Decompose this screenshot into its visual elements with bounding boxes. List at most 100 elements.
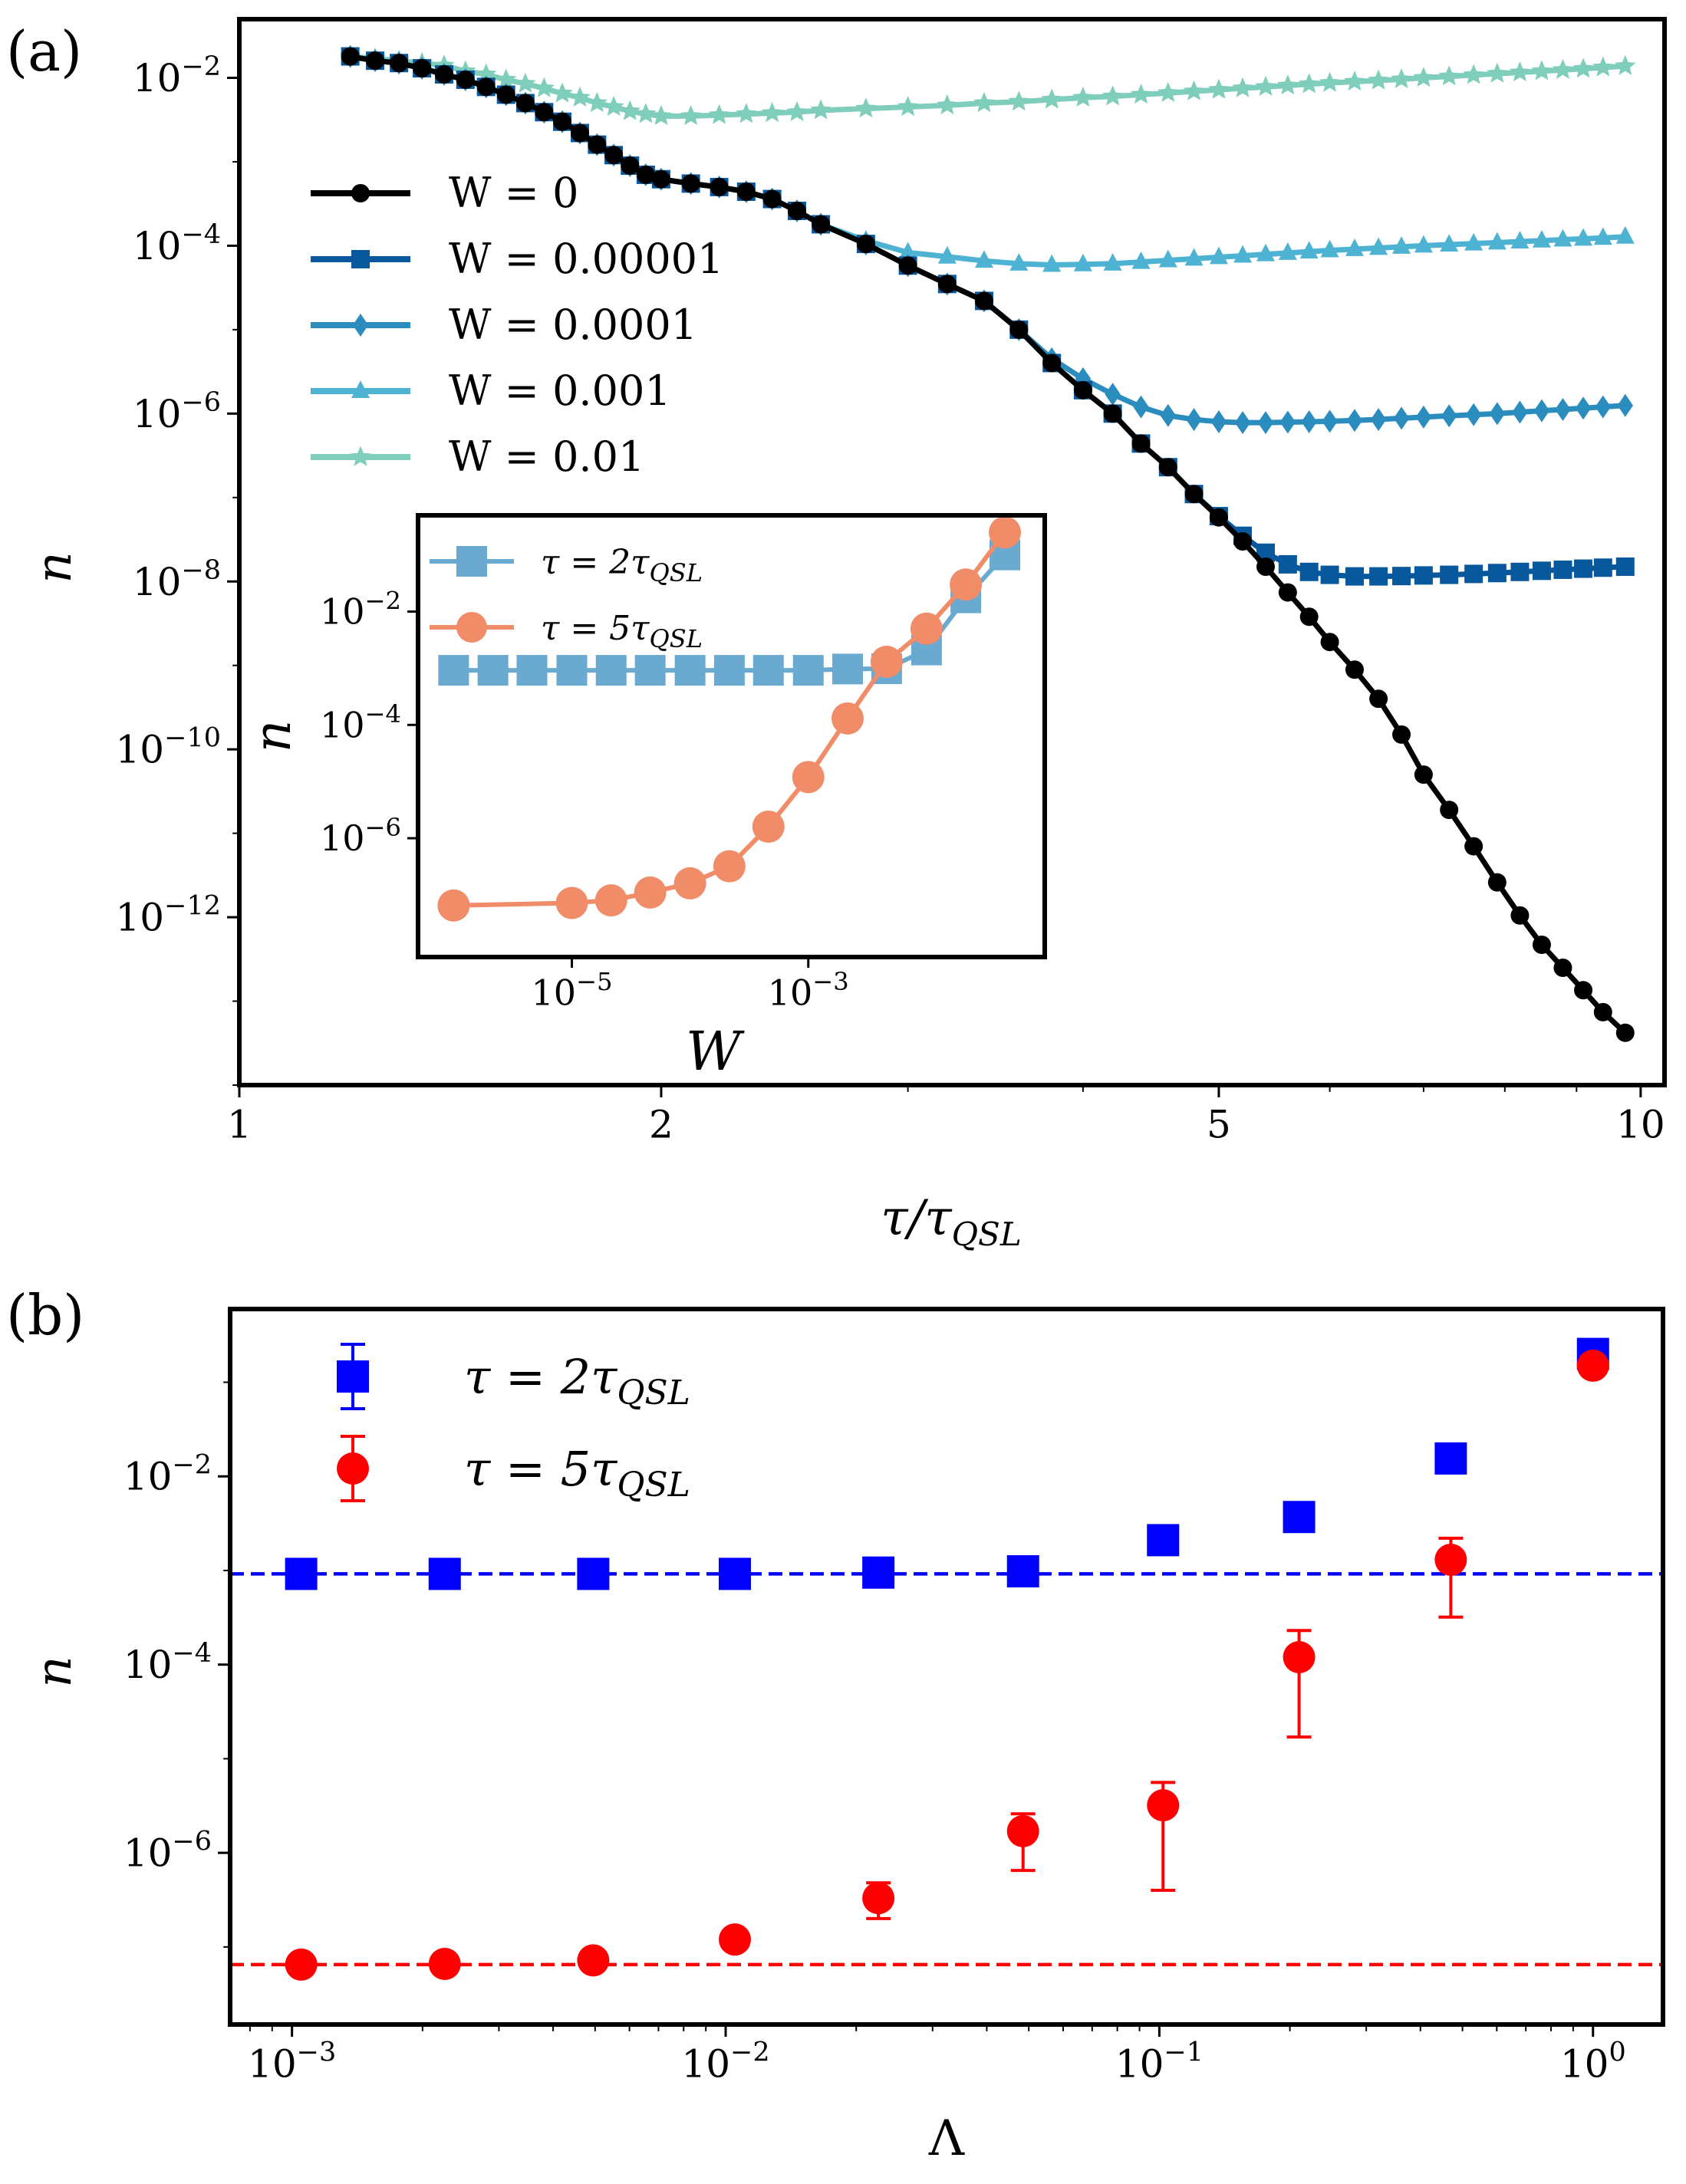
data-point <box>1345 660 1364 679</box>
data-point <box>569 87 591 107</box>
panel-b-series-group <box>230 1337 1663 1981</box>
data-point <box>341 47 360 66</box>
data-point <box>619 100 640 120</box>
data-point <box>1009 320 1029 339</box>
data-point <box>1392 236 1411 254</box>
data-point <box>1345 238 1364 256</box>
legend-label: W = 0.0001 <box>449 301 697 349</box>
data-point <box>1133 395 1149 419</box>
data-point <box>1532 561 1551 581</box>
data-point <box>1103 253 1122 271</box>
data-point <box>1574 228 1593 246</box>
data-point <box>496 85 515 104</box>
inset-data-point <box>556 655 588 686</box>
y-tick-label: 10−4 <box>133 219 221 268</box>
data-point <box>636 165 655 184</box>
data-point <box>1434 1442 1467 1475</box>
data-point <box>553 112 572 131</box>
data-point <box>1440 801 1459 820</box>
data-point <box>1593 1002 1612 1021</box>
data-point <box>937 275 957 294</box>
y-tick-label: 10−2 <box>133 51 221 100</box>
data-point <box>1392 567 1411 586</box>
data-point <box>621 156 640 175</box>
inset-legend-label: τ = 2τQSL <box>541 543 703 587</box>
x-tick-label: 10−3 <box>768 967 849 1013</box>
inset-data-point <box>989 516 1022 549</box>
panel-a-frame <box>237 17 1667 1087</box>
inset-series <box>437 516 1022 922</box>
y-tick-label: 10−10 <box>116 723 222 772</box>
legend-item: W = 0.00001 <box>311 235 723 283</box>
data-point <box>552 82 573 103</box>
data-point <box>1009 253 1029 271</box>
data-point <box>571 123 590 143</box>
data-point <box>1553 958 1572 977</box>
data-point <box>1256 557 1275 576</box>
legend-marker <box>337 1452 369 1485</box>
panel-b-legend: τ = 2τQSL τ = 5τQSL <box>337 1343 690 1505</box>
data-point <box>1320 239 1339 258</box>
data-point <box>650 105 672 126</box>
data-point <box>1413 67 1434 87</box>
panel-a-inset-background <box>418 515 1045 957</box>
inset-data-point <box>438 655 469 686</box>
data-point <box>586 92 608 113</box>
data-point <box>1553 229 1572 247</box>
y-tick-label: 10−2 <box>123 1450 212 1499</box>
data-point <box>476 77 496 97</box>
legend-item: W = 0.0001 <box>311 301 697 349</box>
x-tick-label: 10 <box>1616 1103 1665 1147</box>
data-point <box>710 177 729 196</box>
legend-label: W = 0.001 <box>449 367 671 415</box>
inset-legend-marker <box>456 612 487 643</box>
data-point <box>515 72 536 93</box>
data-point <box>856 235 875 254</box>
legend-label: W = 0.01 <box>449 433 644 481</box>
data-point <box>635 103 657 123</box>
panel-a-label: (a) <box>6 19 82 84</box>
data-point <box>1441 404 1457 428</box>
data-point <box>681 174 700 193</box>
data-point <box>1256 243 1275 261</box>
data-point <box>1278 242 1297 260</box>
inset-data-point <box>674 655 706 686</box>
data-point <box>812 215 831 234</box>
panel-a-y-label: n <box>26 551 83 583</box>
data-point <box>1510 231 1530 249</box>
data-point <box>1615 557 1635 576</box>
y-tick-label: 10−6 <box>123 1827 212 1876</box>
x-tick-label: 100 <box>1560 2038 1626 2087</box>
data-point <box>1574 981 1593 1000</box>
data-point <box>1255 75 1276 96</box>
data-point <box>736 182 756 201</box>
legend-marker <box>350 446 371 466</box>
data-point <box>1592 56 1614 77</box>
panel-a-series-group <box>339 44 1636 1042</box>
panel-b-background <box>230 1309 1663 2024</box>
inset-data-point <box>792 655 824 686</box>
data-point <box>1006 1555 1039 1588</box>
data-point <box>1210 410 1227 433</box>
data-point <box>1346 409 1363 433</box>
data-point <box>1487 564 1507 583</box>
data-point <box>1299 241 1319 259</box>
data-point <box>719 1923 752 1956</box>
data-point <box>1489 402 1506 426</box>
inset-data-point <box>831 702 864 735</box>
data-point <box>1279 410 1296 434</box>
data-point <box>1073 380 1092 400</box>
data-point <box>974 291 993 311</box>
y-tick-label: 10−2 <box>320 586 401 632</box>
data-point <box>285 1948 318 1981</box>
data-point <box>1008 90 1029 111</box>
data-point <box>680 105 702 126</box>
data-point <box>937 94 958 115</box>
data-point <box>1392 725 1411 744</box>
data-point <box>862 1556 895 1589</box>
data-point <box>1615 225 1635 244</box>
inset-data-point <box>752 655 784 686</box>
data-point <box>1391 68 1412 89</box>
data-point <box>1369 689 1388 709</box>
